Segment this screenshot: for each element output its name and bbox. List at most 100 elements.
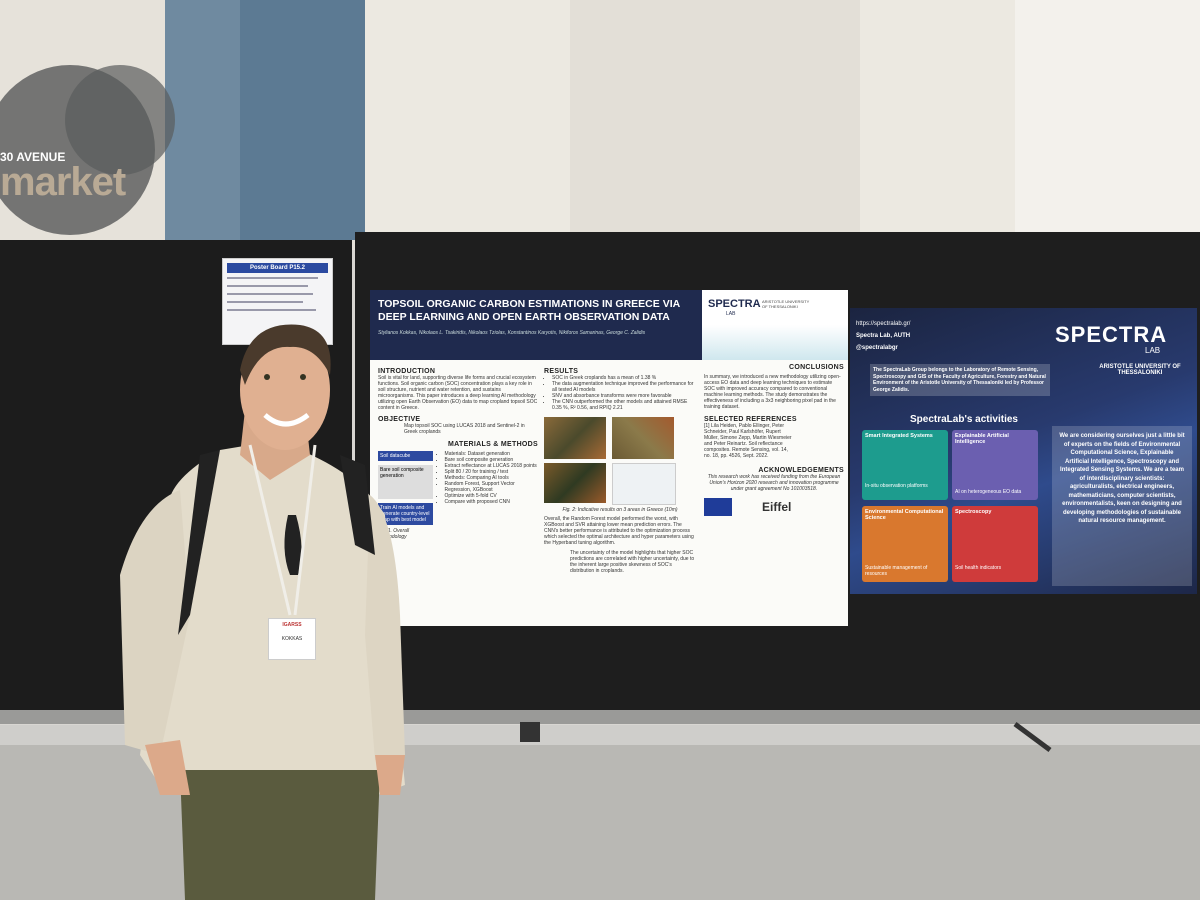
poster: TOPSOIL ORGANIC CARBON ESTIMATIONS IN GR… (370, 290, 848, 626)
badge: IGARSS KOKKAS (268, 618, 316, 660)
diagram-box: Train AI models and generate country-lev… (378, 503, 433, 525)
poster-col-2: RESULTS SOC in Greek croplands has a mea… (544, 368, 696, 574)
left-sleeve (120, 490, 190, 755)
diagram-box: Soil datacube (378, 451, 433, 461)
tree-graphic (65, 65, 175, 175)
list-item: Compare with proposed CNN (445, 499, 538, 505)
section-heading: CONCLUSIONS (788, 364, 844, 371)
list-item: Random Forest, Support Vector Regression… (445, 481, 538, 493)
activity-tile: Spectroscopy Soil health indicators (952, 506, 1038, 582)
diagram-box: Bare soil composite generation (378, 465, 433, 499)
results-list: SOC in Greek croplands has a mean of 1.3… (544, 375, 696, 411)
hand (375, 755, 405, 795)
map-image (612, 417, 674, 459)
section-text: Soil is vital for land, supporting diver… (378, 375, 538, 411)
tile-note: AI on heterogeneous EO data (955, 489, 1022, 495)
poster-logo: SPECTRA (708, 298, 761, 310)
list-item: The CNN outperformed the other models an… (552, 399, 696, 411)
section-heading: RESULTS (544, 368, 579, 375)
poster-col-3: CONCLUSIONS In summary, we introduced a … (704, 364, 844, 516)
lab-logo-sub: LAB (1145, 346, 1161, 355)
figure-caption: Fig. 1. Overall methodology (378, 528, 410, 540)
lanyard (293, 444, 317, 616)
poster-header: TOPSOIL ORGANIC CARBON ESTIMATIONS IN GR… (370, 290, 702, 360)
tile-title: Explainable Artificial Intelligence (955, 433, 1009, 445)
methods-list: Materials: Dataset generation Bare soil … (437, 451, 538, 540)
eye (300, 374, 306, 380)
list-item: Methods: Comparing AI tools (445, 475, 538, 481)
activity-tile: Explainable Artificial Intelligence AI on… (952, 430, 1038, 500)
poster-title: TOPSOIL ORGANIC CARBON ESTIMATIONS IN GR… (378, 298, 680, 323)
poster-logo-area: SPECTRA LAB ARISTOTLE UNIVERSITY OF THES… (702, 290, 848, 360)
maps (544, 417, 696, 459)
trousers (180, 770, 380, 900)
board-foot (1013, 721, 1052, 753)
hand (145, 740, 190, 795)
right-sleeve (365, 495, 405, 760)
poster-col-1: INTRODUCTION Soil is vital for land, sup… (378, 368, 538, 540)
board-label-title: Poster Board P15.2 (227, 263, 328, 273)
lab-poster: https://spectralab.gr/ Spectra Lab, AUTH… (850, 308, 1197, 594)
section-heading: ACKNOWLEDGEMENTS (758, 467, 844, 474)
sign-large: market (0, 160, 126, 204)
sunglasses (284, 515, 302, 575)
map-image (544, 463, 606, 503)
backpack-strap (178, 450, 220, 635)
lab-linkedin: Spectra Lab, AUTH (856, 333, 911, 339)
poster-university: ARISTOTLE UNIVERSITY OF THESSALONIKI (762, 299, 810, 309)
list-item: Extract reflectance at LUCAS 2018 points (445, 463, 538, 469)
tile-note: Soil health indicators (955, 565, 1002, 571)
lab-university: ARISTOTLE UNIVERSITY OF THESSALONIKI (1099, 364, 1181, 376)
section-heading: MATERIALS & METHODS (448, 441, 538, 448)
section-heading: INTRODUCTION (378, 368, 436, 375)
hair (240, 324, 331, 385)
section-heading: SELECTED REFERENCES (704, 416, 797, 423)
list-item: SNV and absorbance transforms were more … (552, 393, 696, 399)
wall-panel (1015, 0, 1200, 235)
section-text: This research work has received funding … (707, 474, 841, 492)
tile-note: Sustainable management of resources (865, 565, 928, 577)
section-text: The uncertainty of the model highlights … (570, 550, 695, 574)
lab-side-text: We are considering ourselves just a litt… (1052, 426, 1192, 586)
lab-links: https://spectralab.gr/ Spectra Lab, AUTH… (856, 318, 1046, 354)
face (240, 330, 330, 450)
figure-caption: Fig. 2: Indicative results on 3 areas in… (562, 507, 678, 513)
map-greece (612, 463, 676, 505)
smile (263, 412, 310, 427)
eye (264, 374, 270, 380)
board-foot (520, 722, 540, 742)
list-item: SOC in Greek croplands has a mean of 1.3… (552, 375, 696, 381)
lab-instagram: @spectralabgr (856, 345, 898, 351)
activity-tile: Environmental Computational Science Susta… (862, 506, 948, 582)
wall-panel (570, 0, 860, 235)
list-item: Split 80 / 20 for training / test (445, 469, 538, 475)
list-item: The data augmentation technique improved… (552, 381, 696, 393)
list-item: Optimize with 5-fold CV (445, 493, 538, 499)
list-item: Bare soil composite generation (445, 457, 538, 463)
sign-small: 30 AVENUE (0, 150, 66, 164)
eu-flag (704, 498, 732, 516)
column-shade (240, 0, 365, 240)
section-text: In summary, we introduced a new methodol… (704, 374, 841, 410)
section-text: Map topsoil SOC using LUCAS 2018 and Sen… (404, 423, 525, 435)
backpack-strap (340, 455, 375, 555)
badge-name: KOKKAS (281, 636, 303, 642)
section-text: Overall, the Random Forest model perform… (544, 516, 694, 546)
lab-website: https://spectralab.gr/ (856, 321, 911, 327)
list-item: Materials: Dataset generation (445, 451, 538, 457)
lab-about: The SpectraLab Group belongs to the Labo… (870, 364, 1050, 396)
lab-logo: SPECTRA (1055, 322, 1168, 347)
poster-logo-sub: LAB (726, 311, 736, 317)
tile-title: Smart Integrated Systems (865, 433, 933, 439)
tile-title: Spectroscopy (955, 509, 992, 515)
person (120, 324, 405, 900)
badge-event: IGARSS (282, 622, 302, 628)
lab-activities-title: SpectraLab's activities (910, 414, 1018, 425)
map-image (544, 417, 606, 459)
section-heading: OBJECTIVE (378, 416, 421, 423)
eiffel-logo: Eiffel (762, 500, 792, 514)
activity-tile: Smart Integrated Systems In-situ observat… (862, 430, 948, 500)
section-text: [1] Lila Heiden, Pablo Ellinger, Peter S… (704, 423, 792, 459)
poster-authors: Stylianos Kokkas, Nikolaos L. Tsakiridis… (378, 330, 646, 336)
